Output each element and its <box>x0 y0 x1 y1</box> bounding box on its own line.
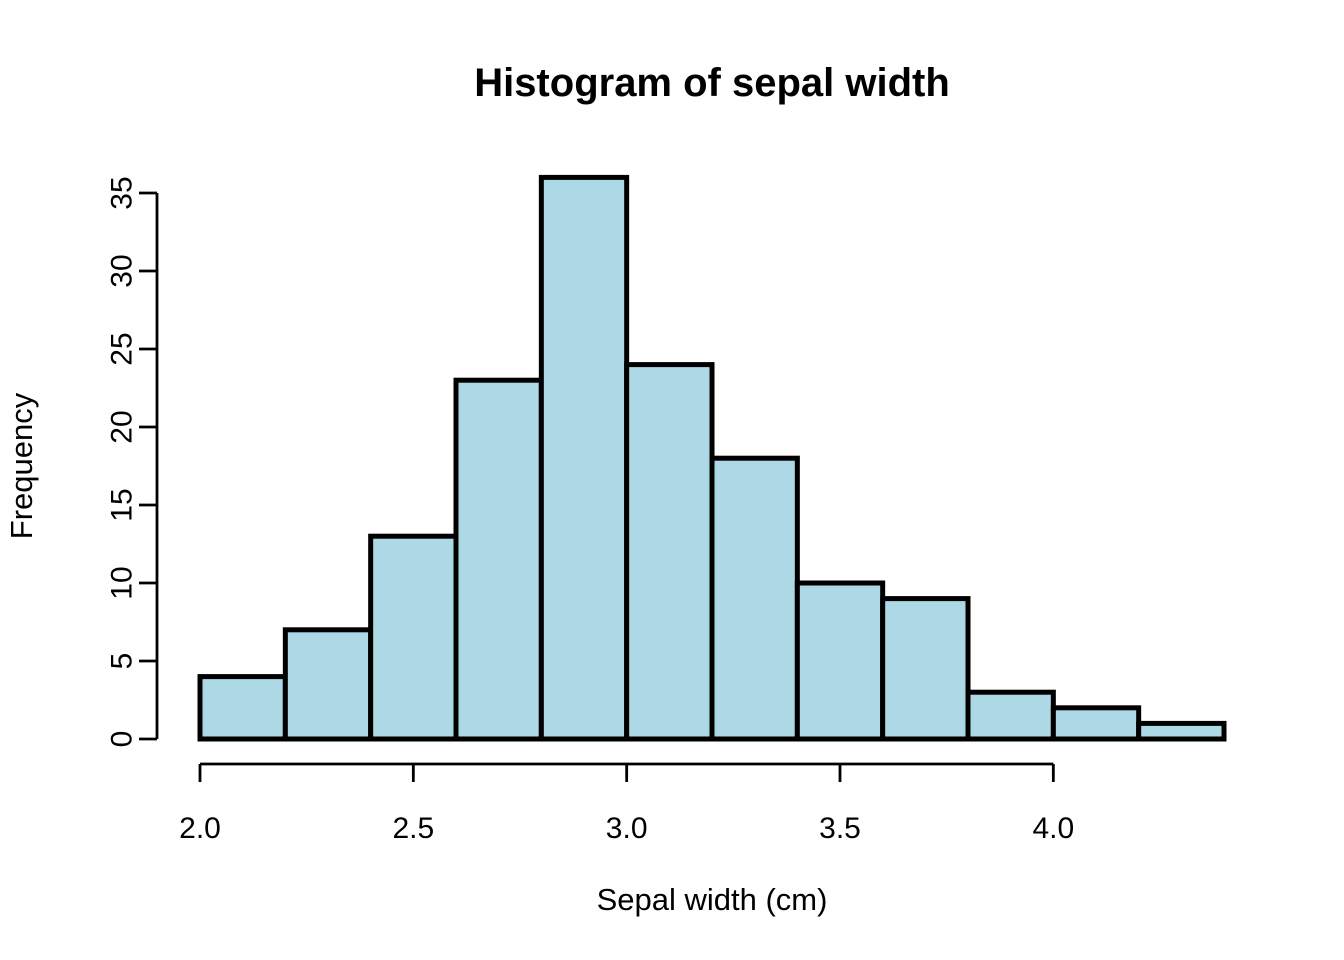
y-tick-label: 0 <box>106 731 139 748</box>
x-tick-label: 2.5 <box>392 812 434 845</box>
x-tick-label: 4.0 <box>1032 812 1074 845</box>
x-tick-label: 2.0 <box>179 812 221 845</box>
histogram-bar <box>624 362 715 742</box>
y-tick-label: 30 <box>106 254 139 287</box>
y-tick-label: 10 <box>106 566 139 599</box>
histogram-bar <box>453 377 544 742</box>
histogram-bar <box>794 580 886 742</box>
y-axis-title: Frequency <box>4 392 39 539</box>
y-tick-label: 20 <box>106 410 139 443</box>
y-tick-label: 25 <box>106 332 139 365</box>
histogram-bar <box>709 455 800 742</box>
histogram-bar <box>282 627 374 742</box>
y-tick-label: 35 <box>106 176 139 209</box>
axes-layer: 0 5 10 15 20 25 30 35 2.0 2.5 3.0 3.5 4.0 <box>106 176 1075 845</box>
histogram-bar <box>880 596 971 742</box>
histogram-bar <box>368 533 459 742</box>
histogram-bar <box>1050 705 1142 742</box>
histogram-bar <box>1136 720 1227 742</box>
y-tick-label: 5 <box>106 653 139 670</box>
x-tick-label: 3.5 <box>819 812 861 845</box>
histogram-bar <box>965 689 1056 742</box>
y-tick-label: 15 <box>106 488 139 521</box>
x-tick-label: 3.0 <box>606 812 648 845</box>
bars-layer <box>197 174 1227 742</box>
histogram-bar <box>197 674 288 742</box>
x-axis-title: Sepal width (cm) <box>597 882 828 917</box>
chart-title: Histogram of sepal width <box>474 61 950 105</box>
histogram-bar <box>538 174 630 742</box>
